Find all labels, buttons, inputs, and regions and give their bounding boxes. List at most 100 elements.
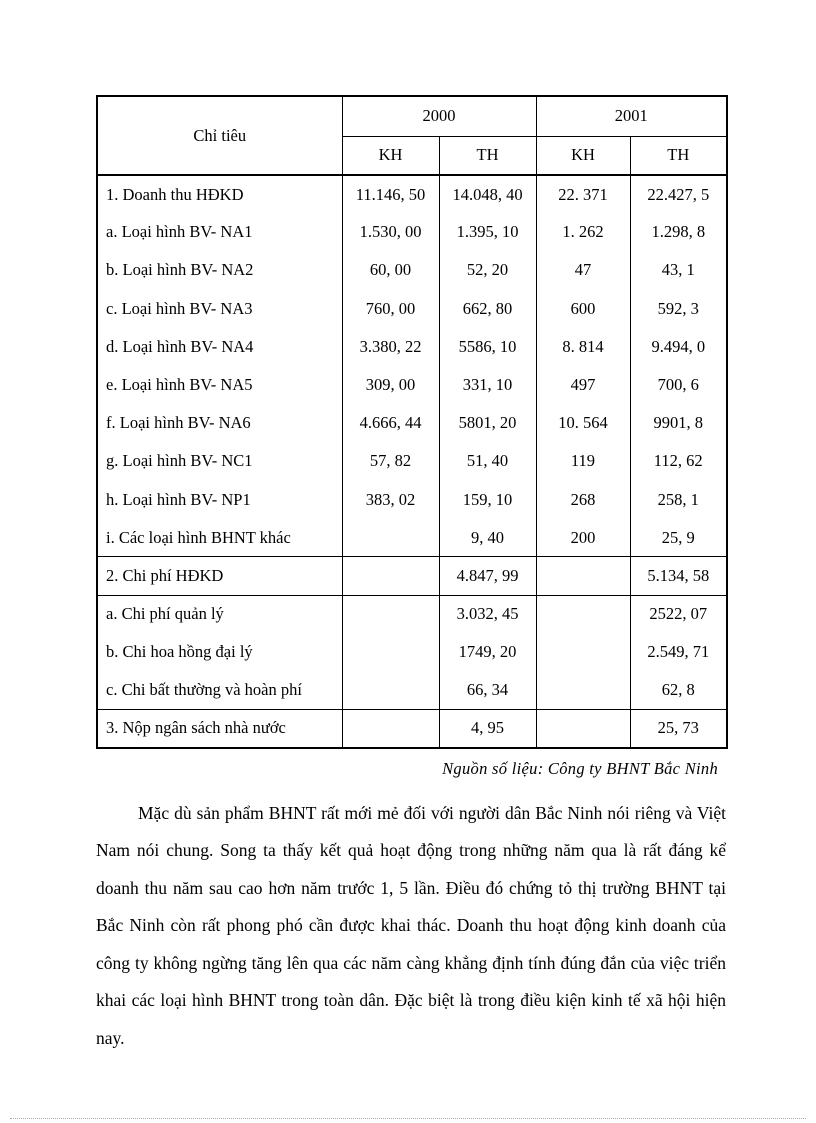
row-label: g. Loại hình BV- NC1 — [96, 442, 343, 481]
table-row: b. Chi hoa hồng đại lý 1749, 20 2.549, 71 — [96, 633, 728, 672]
document-content: Chỉ tiêu 2000 2001 KH TH KH TH 1. Doanh … — [96, 95, 728, 1057]
value-cell: 331, 10 — [438, 365, 537, 405]
value-cell: 5801, 20 — [438, 404, 537, 443]
value-cell — [341, 671, 440, 710]
value-cell: 47 — [535, 251, 631, 290]
value-cell: 22. 371 — [535, 175, 631, 214]
col-header-th-2001: TH — [629, 136, 728, 175]
table-row: c. Chi bất thường và hoàn phí 66, 34 62, 8 — [96, 671, 728, 710]
value-cell: 200 — [535, 518, 631, 557]
value-cell — [535, 671, 631, 710]
value-cell: 9.494, 0 — [629, 327, 728, 366]
table-header-row-subcols: KH TH KH TH — [97, 136, 728, 175]
value-cell: 662, 80 — [438, 289, 537, 328]
row-label: f. Loại hình BV- NA6 — [96, 404, 343, 443]
col-header-year-2001: 2001 — [535, 96, 728, 137]
row-label: 2. Chi phí HĐKD — [96, 556, 343, 596]
value-cell: 4.847, 99 — [438, 556, 537, 596]
value-cell: 1.530, 00 — [341, 213, 440, 252]
value-cell: 1. 262 — [535, 213, 631, 252]
value-cell: 9, 40 — [438, 518, 537, 557]
value-cell: 3.380, 22 — [341, 327, 440, 366]
col-header-kh-2001: KH — [535, 136, 631, 175]
value-cell: 383, 02 — [341, 480, 440, 519]
value-cell — [535, 556, 631, 596]
col-header-kh-2000: KH — [341, 136, 440, 175]
value-cell: 43, 1 — [629, 251, 728, 290]
row-label: e. Loại hình BV- NA5 — [96, 365, 343, 405]
value-cell: 60, 00 — [341, 251, 440, 290]
value-cell — [341, 518, 440, 557]
value-cell: 51, 40 — [438, 442, 537, 481]
value-cell: 14.048, 40 — [438, 175, 537, 214]
value-cell: 760, 00 — [341, 289, 440, 328]
page-break-dotted-line — [10, 1118, 806, 1119]
value-cell: 2.549, 71 — [629, 633, 728, 672]
value-cell: 309, 00 — [341, 365, 440, 405]
value-cell: 112, 62 — [629, 442, 728, 481]
value-cell: 592, 3 — [629, 289, 728, 328]
table-body: 1. Doanh thu HĐKD 11.146, 50 14.048, 40 22.… — [96, 175, 728, 748]
value-cell: 268 — [535, 480, 631, 519]
table-row: 1. Doanh thu HĐKD 11.146, 50 14.048, 40 22.… — [96, 175, 728, 214]
value-cell — [535, 633, 631, 672]
table-row: c. Loại hình BV- NA3 760, 00 662, 80 600 592… — [96, 289, 728, 328]
value-cell: 52, 20 — [438, 251, 537, 290]
value-cell: 4.666, 44 — [341, 404, 440, 443]
col-header-year-2000: 2000 — [341, 96, 537, 137]
row-label: a. Loại hình BV- NA1 — [96, 213, 343, 252]
table-row: i. Các loại hình BHNT khác 9, 40 200 25, 9 — [96, 518, 728, 557]
col-header-criteria: Chỉ tiêu — [96, 96, 343, 176]
value-cell — [341, 633, 440, 672]
row-label: 1. Doanh thu HĐKD — [96, 175, 343, 214]
value-cell: 57, 82 — [341, 442, 440, 481]
value-cell — [535, 595, 631, 634]
value-cell: 25, 73 — [629, 709, 728, 748]
row-label: d. Loại hình BV- NA4 — [96, 327, 343, 366]
value-cell: 3.032, 45 — [438, 595, 537, 634]
body-paragraph: Mặc dù sản phẩm BHNT rất mới mẻ đối với … — [96, 802, 726, 1048]
table-header: Chỉ tiêu 2000 2001 KH TH KH TH — [96, 96, 728, 176]
value-cell: 66, 34 — [438, 671, 537, 710]
col-header-th-2000: TH — [438, 136, 537, 175]
value-cell: 700, 6 — [629, 365, 728, 405]
table-row: b. Loại hình BV- NA2 60, 00 52, 20 47 43, 1 — [96, 251, 728, 290]
row-label: 3. Nộp ngân sách nhà nước — [96, 709, 343, 748]
value-cell — [341, 595, 440, 634]
financial-table: Chỉ tiêu 2000 2001 KH TH KH TH 1. Doanh … — [96, 95, 728, 749]
value-cell: 10. 564 — [535, 404, 631, 443]
value-cell: 159, 10 — [438, 480, 537, 519]
row-label: c. Loại hình BV- NA3 — [96, 289, 343, 328]
value-cell — [341, 709, 440, 748]
value-cell: 2522, 07 — [629, 595, 728, 634]
value-cell: 5.134, 58 — [629, 556, 728, 596]
value-cell: 1.298, 8 — [629, 213, 728, 252]
value-cell — [535, 709, 631, 748]
row-label: a. Chi phí quản lý — [96, 595, 343, 634]
value-cell: 1749, 20 — [438, 633, 537, 672]
row-label: h. Loại hình BV- NP1 — [96, 480, 343, 519]
value-cell: 497 — [535, 365, 631, 405]
table-row: g. Loại hình BV- NC1 57, 82 51, 40 119 112, … — [96, 442, 728, 481]
value-cell: 119 — [535, 442, 631, 481]
table-row: f. Loại hình BV- NA6 4.666, 44 5801, 20 10.… — [96, 404, 728, 443]
table-row: e. Loại hình BV- NA5 309, 00 331, 10 497 700… — [96, 365, 728, 405]
value-cell: 5586, 10 — [438, 327, 537, 366]
value-cell: 62, 8 — [629, 671, 728, 710]
table-header-row-years: Chỉ tiêu 2000 2001 — [96, 96, 728, 176]
table-row: a. Chi phí quản lý 3.032, 45 2522, 07 — [96, 595, 728, 634]
value-cell: 4, 95 — [438, 709, 537, 748]
value-cell: 8. 814 — [535, 327, 631, 366]
table-row: 2. Chi phí HĐKD 4.847, 99 5.134, 58 — [96, 556, 728, 596]
table-row: a. Loại hình BV- NA1 1.530, 00 1.395, 10 1.… — [96, 213, 728, 252]
value-cell: 1.395, 10 — [438, 213, 537, 252]
value-cell — [341, 556, 440, 596]
source-note: Nguồn số liệu: Công ty BHNT Bắc Ninh — [442, 758, 718, 778]
row-label: b. Loại hình BV- NA2 — [96, 251, 343, 290]
value-cell: 11.146, 50 — [341, 175, 440, 214]
table-row: d. Loại hình BV- NA4 3.380, 22 5586, 10 8. … — [96, 327, 728, 366]
value-cell: 22.427, 5 — [629, 175, 728, 214]
value-cell: 9901, 8 — [629, 404, 728, 443]
table-row: 3. Nộp ngân sách nhà nước 4, 95 25, 73 — [96, 709, 728, 748]
